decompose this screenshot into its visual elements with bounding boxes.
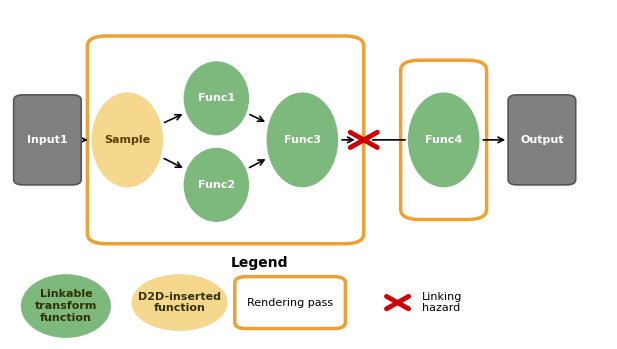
FancyBboxPatch shape	[14, 95, 81, 185]
Ellipse shape	[183, 60, 250, 136]
Text: Output: Output	[520, 135, 564, 145]
FancyBboxPatch shape	[235, 277, 346, 328]
Text: Linkable
transform
function: Linkable transform function	[35, 289, 97, 323]
Text: Rendering pass: Rendering pass	[247, 298, 333, 307]
Ellipse shape	[407, 91, 481, 188]
Ellipse shape	[183, 147, 250, 223]
Text: Input1: Input1	[27, 135, 68, 145]
FancyBboxPatch shape	[508, 95, 576, 185]
Text: D2D-inserted
function: D2D-inserted function	[138, 292, 221, 313]
Text: Func4: Func4	[425, 135, 462, 145]
Ellipse shape	[265, 91, 339, 188]
Ellipse shape	[20, 273, 112, 339]
Ellipse shape	[130, 273, 229, 332]
Text: Sample: Sample	[104, 135, 151, 145]
Text: Linking
hazard: Linking hazard	[422, 292, 463, 313]
Ellipse shape	[91, 91, 164, 188]
Text: Func1: Func1	[198, 93, 235, 103]
Text: Legend: Legend	[231, 256, 288, 270]
Text: Func3: Func3	[284, 135, 321, 145]
Text: Func2: Func2	[198, 180, 235, 190]
